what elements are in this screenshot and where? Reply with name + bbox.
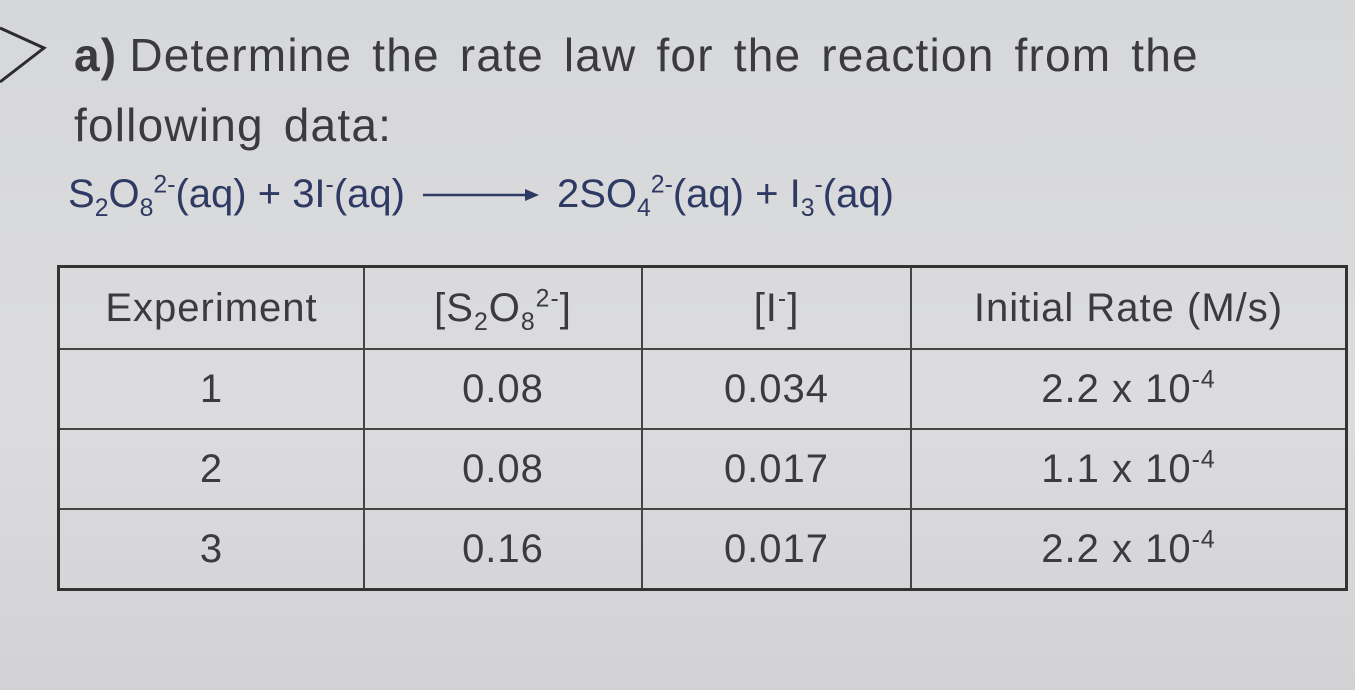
text-segment: 0.08 <box>462 366 544 411</box>
equation: S2O82-(aq) + 3I-(aq) 2SO42-(aq) + I3-(aq… <box>68 171 894 221</box>
text-segment: 3 <box>199 526 224 571</box>
supscript: -4 <box>1191 366 1216 394</box>
table-cell: 1.1 x 10-4 <box>910 428 1348 510</box>
products: 2SO42-(aq) + I3-(aq) <box>556 171 894 221</box>
text-segment: 1 <box>199 366 224 411</box>
supscript: -4 <box>1191 446 1216 474</box>
subscript: 2 <box>94 195 109 222</box>
header-row: Experiment [S2O82-] [I-] Initial Rate (M/s) <box>57 265 1348 350</box>
supscript: -4 <box>1191 526 1216 554</box>
text-segment: 0.017 <box>723 446 830 491</box>
text-segment: Initial Rate (M/s) <box>973 285 1284 330</box>
table-body: 1 0.08 0.034 2.2 x 10-4 2 0.08 0.017 1.1 x 10-4… <box>57 348 1348 591</box>
supscript: 2- <box>535 285 560 313</box>
header-cell: Experiment <box>57 265 365 350</box>
table-cell: 0.034 <box>641 348 912 430</box>
text-segment: ] <box>787 285 800 330</box>
text-segment: (aq) + I <box>672 172 801 216</box>
table-cell: 2.2 x 10-4 <box>910 508 1348 591</box>
text-segment: O <box>108 172 140 216</box>
reactants: S2O82-(aq) + 3I-(aq) <box>68 171 405 221</box>
text-segment: (aq) + 3I <box>175 172 326 216</box>
supscript: - <box>814 171 823 199</box>
subscript: 4 <box>637 195 651 222</box>
text-segment: (aq) <box>333 172 405 216</box>
header-cell: [I-] <box>641 265 912 350</box>
data-table: Experiment [S2O82-] [I-] Initial Rate (M/s)… <box>57 265 1348 591</box>
text-segment: 2 <box>199 446 224 491</box>
text-segment: 1.1 x 10 <box>1041 446 1192 491</box>
table-row: 1 0.08 0.034 2.2 x 10-4 <box>57 348 1348 430</box>
header-cell: [S2O82-] <box>363 265 643 350</box>
text-segment: [S <box>434 285 474 330</box>
supscript: - <box>325 171 334 199</box>
text-segment: 2SO <box>556 172 637 216</box>
subscript: 8 <box>520 308 536 336</box>
subscript: 3 <box>800 195 815 222</box>
table-row: 2 0.08 0.017 1.1 x 10-4 <box>57 428 1348 510</box>
supscript: - <box>777 285 788 313</box>
table-cell: 0.16 <box>363 508 643 591</box>
table-cell: 0.08 <box>363 428 643 510</box>
pointer-arrow <box>0 26 47 84</box>
supscript: 2- <box>650 171 673 199</box>
table-cell: 2.2 x 10-4 <box>910 348 1348 430</box>
text-segment: 0.16 <box>462 526 544 571</box>
header-cell: Initial Rate (M/s) <box>910 265 1348 350</box>
text-segment: 0.017 <box>723 526 830 571</box>
question-text: Determine the rate law for the reaction … <box>74 29 1199 151</box>
text-segment: O <box>488 285 521 330</box>
reaction-arrow <box>422 188 539 201</box>
table-cell: 0.017 <box>641 508 912 591</box>
text-segment: 2.2 x 10 <box>1041 526 1192 571</box>
subscript: 2 <box>473 308 489 336</box>
subscript: 8 <box>139 195 154 222</box>
text-segment: 2.2 x 10 <box>1041 366 1192 411</box>
question-label: a) <box>74 29 118 81</box>
table-cell: 2 <box>57 428 365 510</box>
question: a) Determine the rate law for the reactio… <box>74 20 1324 160</box>
table-row: 3 0.16 0.017 2.2 x 10-4 <box>57 508 1348 591</box>
table-cell: 0.017 <box>641 428 912 510</box>
text-segment: ] <box>559 285 572 330</box>
table-cell: 0.08 <box>363 348 643 430</box>
text-segment: 0.034 <box>723 366 830 411</box>
text-segment: Experiment <box>105 285 318 330</box>
supscript: 2- <box>153 171 176 199</box>
text-segment: S <box>68 172 95 216</box>
table-cell: 1 <box>57 348 365 430</box>
text-segment: [I <box>753 285 778 330</box>
table-cell: 3 <box>57 508 365 591</box>
text-segment: (aq) <box>822 172 894 216</box>
text-segment: 0.08 <box>462 446 544 491</box>
